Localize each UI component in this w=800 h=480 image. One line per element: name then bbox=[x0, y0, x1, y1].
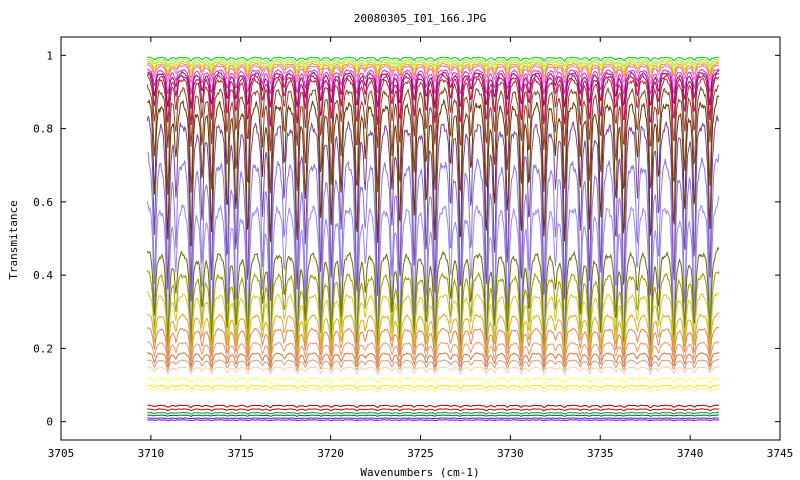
x-tick-label: 3725 bbox=[407, 447, 434, 460]
series-line bbox=[147, 388, 719, 393]
series-line bbox=[147, 64, 719, 86]
series-line bbox=[146, 246, 720, 354]
x-axis: 3705 3710 3715 3720 3725 3730 3735 3740 3745 bbox=[48, 37, 794, 460]
x-tick-label: 3705 bbox=[48, 447, 75, 460]
series-line bbox=[147, 377, 720, 385]
y-tick-label: 0.6 bbox=[33, 196, 53, 209]
series-line bbox=[147, 411, 719, 415]
y-axis-label: Transmitance bbox=[7, 200, 20, 279]
series-line bbox=[147, 312, 720, 359]
series-line bbox=[146, 115, 720, 302]
series-line bbox=[146, 84, 719, 195]
x-tick-label: 3745 bbox=[767, 447, 794, 460]
series-line bbox=[147, 56, 719, 62]
series-line bbox=[147, 68, 720, 96]
y-tick-label: 1 bbox=[46, 49, 53, 62]
y-tick-label: 0.2 bbox=[33, 342, 53, 355]
series-line bbox=[146, 351, 720, 370]
series-line bbox=[147, 419, 720, 422]
chart-title: 20080305_I01_166.JPG bbox=[354, 12, 486, 25]
x-axis-label: Wavenumbers (cm-1) bbox=[360, 466, 479, 479]
x-tick-label: 3715 bbox=[228, 447, 255, 460]
y-tick-label: 0.8 bbox=[33, 123, 53, 136]
series-layer bbox=[146, 56, 720, 422]
series-line bbox=[147, 404, 719, 409]
series-line bbox=[147, 62, 720, 81]
series-line bbox=[147, 366, 720, 376]
x-tick-label: 3730 bbox=[497, 447, 524, 460]
series-line bbox=[147, 384, 720, 390]
x-tick-label: 3740 bbox=[677, 447, 704, 460]
x-tick-label: 3735 bbox=[587, 447, 614, 460]
series-line bbox=[146, 326, 720, 362]
series-line bbox=[146, 74, 720, 152]
y-tick-label: 0.4 bbox=[33, 269, 53, 282]
series-line bbox=[147, 414, 720, 417]
series-line bbox=[147, 340, 720, 365]
y-axis: 0 0.2 0.4 0.6 0.8 1 bbox=[33, 49, 780, 429]
series-line bbox=[146, 60, 719, 75]
series-line bbox=[147, 69, 720, 109]
series-line bbox=[147, 358, 720, 373]
series-line bbox=[147, 72, 720, 127]
series-line bbox=[147, 94, 720, 247]
series-line bbox=[147, 58, 720, 68]
x-tick-label: 3720 bbox=[317, 447, 344, 460]
x-tick-label: 3710 bbox=[138, 447, 165, 460]
series-line bbox=[147, 408, 719, 412]
series-line bbox=[147, 417, 719, 420]
y-tick-label: 0 bbox=[46, 416, 53, 429]
